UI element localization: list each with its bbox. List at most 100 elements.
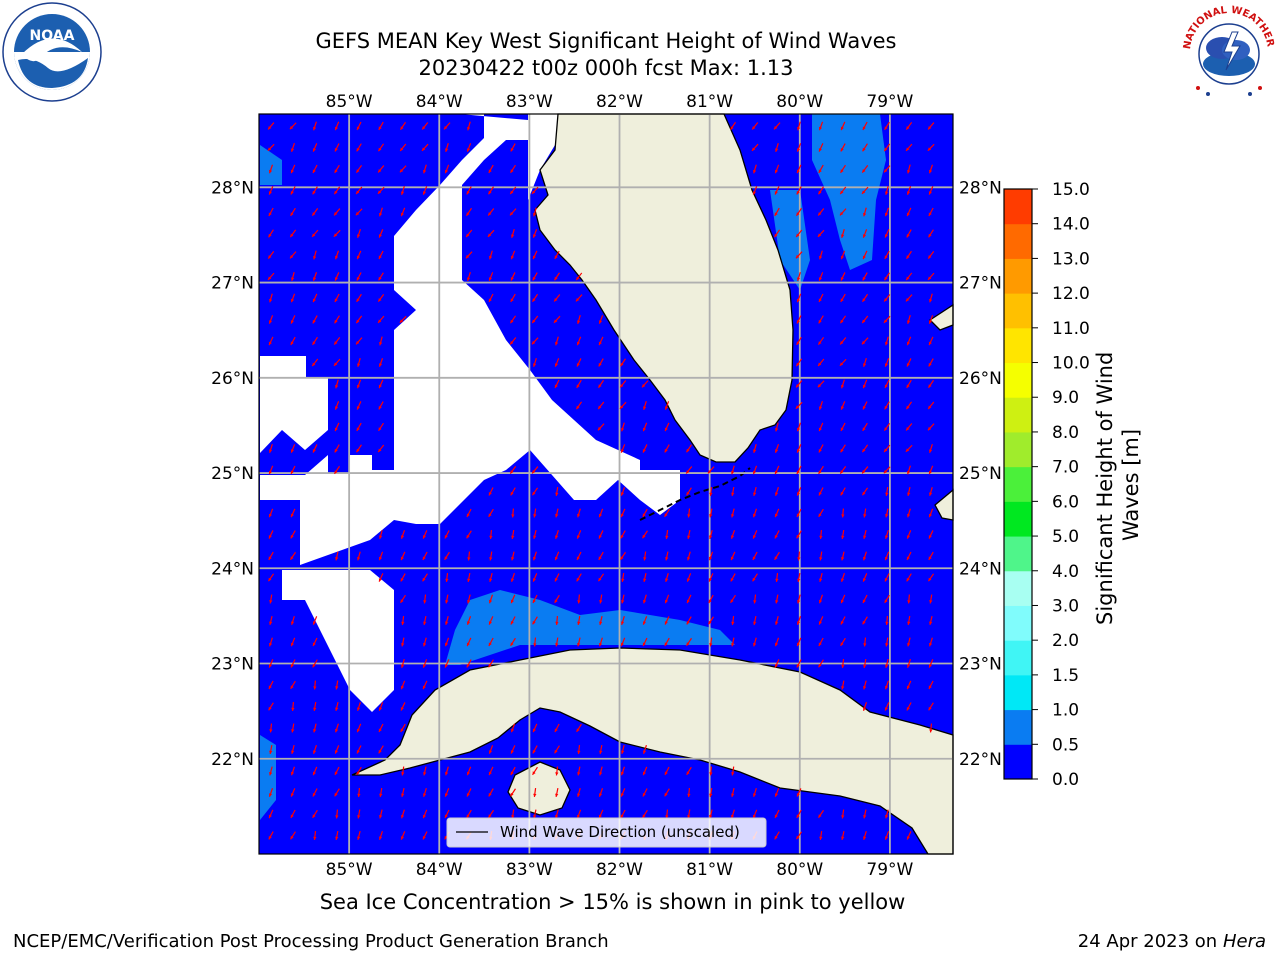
direction-arrow-head (334, 728, 339, 733)
direction-arrow (664, 788, 670, 797)
direction-arrow (730, 465, 735, 475)
direction-arrow (576, 358, 582, 367)
direction-arrow (399, 315, 407, 324)
direction-arrow-head (884, 814, 889, 819)
direction-arrow-head (510, 255, 515, 260)
direction-arrow-head (774, 148, 779, 152)
direction-arrow (687, 787, 691, 798)
direction-arrow-head (554, 535, 559, 539)
direction-arrow (487, 208, 495, 216)
direction-arrow-head (906, 233, 910, 238)
direction-arrow-head (664, 792, 668, 797)
direction-arrow (312, 186, 318, 195)
direction-arrow (840, 293, 846, 303)
direction-arrow-head (510, 620, 514, 625)
direction-arrow (862, 272, 868, 281)
direction-arrow (313, 723, 317, 733)
direction-arrow-head (401, 621, 405, 625)
direction-arrow (312, 766, 318, 776)
direction-arrow (751, 143, 759, 152)
direction-arrow-head (488, 212, 492, 216)
direction-arrow (795, 380, 803, 388)
direction-arrow-head (379, 793, 383, 797)
direction-arrow (773, 229, 781, 238)
direction-arrow-head (840, 448, 844, 453)
colorbar-tick-label: 0.5 (1052, 735, 1079, 755)
direction-arrow (532, 573, 538, 582)
direction-arrow-head (312, 341, 316, 345)
direction-arrow-head (422, 126, 426, 130)
direction-arrow-head (862, 406, 866, 410)
direction-arrow (840, 616, 846, 625)
direction-arrow-head (928, 126, 932, 130)
direction-arrow-head (400, 212, 405, 217)
colorbar-segment (1004, 466, 1032, 502)
footer-machine: Hera (1222, 931, 1266, 952)
direction-arrow (818, 422, 824, 432)
direction-arrow (928, 164, 934, 174)
direction-arrow-head (466, 663, 470, 668)
colorbar-segment (1004, 189, 1032, 225)
direction-arrow (532, 551, 537, 561)
direction-arrow-head (664, 406, 669, 410)
direction-arrow (268, 229, 274, 238)
direction-arrow-head (796, 663, 800, 668)
direction-arrow (929, 615, 933, 626)
direction-arrow (840, 143, 846, 152)
direction-arrow (642, 637, 648, 647)
direction-arrow-head (532, 212, 537, 217)
direction-arrow (840, 401, 846, 410)
direction-arrow-head (862, 298, 866, 302)
direction-arrow (598, 358, 604, 367)
direction-arrow-head (444, 771, 449, 776)
direction-arrow (488, 659, 494, 668)
direction-arrow-head (928, 685, 932, 690)
direction-arrow (334, 422, 340, 432)
direction-arrow (532, 207, 537, 217)
direction-arrow-head (334, 255, 339, 260)
direction-arrow (466, 766, 472, 776)
direction-arrow-head (466, 233, 470, 238)
direction-arrow (533, 529, 537, 540)
direction-arrow (795, 251, 803, 259)
direction-arrow-head (731, 793, 735, 797)
direction-arrow-head (774, 449, 779, 453)
direction-arrow (707, 466, 715, 474)
sea-ice-annotation: Sea Ice Concentration > 15% is shown in … (319, 890, 906, 914)
colorbar-tick-label: 7.0 (1052, 458, 1079, 478)
direction-arrow (355, 337, 363, 345)
direction-arrow-head (796, 492, 801, 496)
direction-arrow (532, 745, 538, 754)
direction-arrow (357, 809, 361, 819)
direction-arrow-head (840, 169, 844, 173)
direction-arrow-head (862, 448, 866, 453)
direction-arrow-head (555, 643, 559, 647)
direction-arrow (861, 466, 869, 474)
direction-arrow (443, 122, 451, 130)
direction-arrow (818, 401, 823, 410)
longitude-tick-label: 85°W (326, 92, 373, 112)
direction-arrow-head (818, 212, 822, 216)
colorbar-tick-label: 6.0 (1052, 492, 1079, 512)
direction-arrow-head (379, 814, 383, 819)
direction-arrow-head (290, 449, 295, 453)
direction-arrow-head (378, 556, 383, 561)
direction-arrow-head (775, 427, 779, 432)
direction-arrow-head (885, 643, 889, 647)
direction-arrow-head (268, 664, 273, 668)
direction-arrow-head (312, 169, 316, 174)
direction-arrow (577, 594, 581, 604)
direction-arrow (884, 379, 890, 389)
direction-arrow (817, 229, 825, 238)
direction-arrow-head (598, 535, 602, 539)
direction-arrow (268, 809, 274, 819)
direction-arrow (730, 530, 736, 539)
direction-arrow (378, 702, 384, 711)
direction-arrow (883, 165, 891, 173)
direction-arrow-head (334, 771, 338, 776)
direction-arrow-head (488, 298, 492, 303)
direction-arrow (863, 529, 867, 540)
direction-arrow (839, 466, 847, 474)
colorbar-tick-label: 5.0 (1052, 527, 1079, 547)
direction-arrow-head (841, 514, 845, 518)
